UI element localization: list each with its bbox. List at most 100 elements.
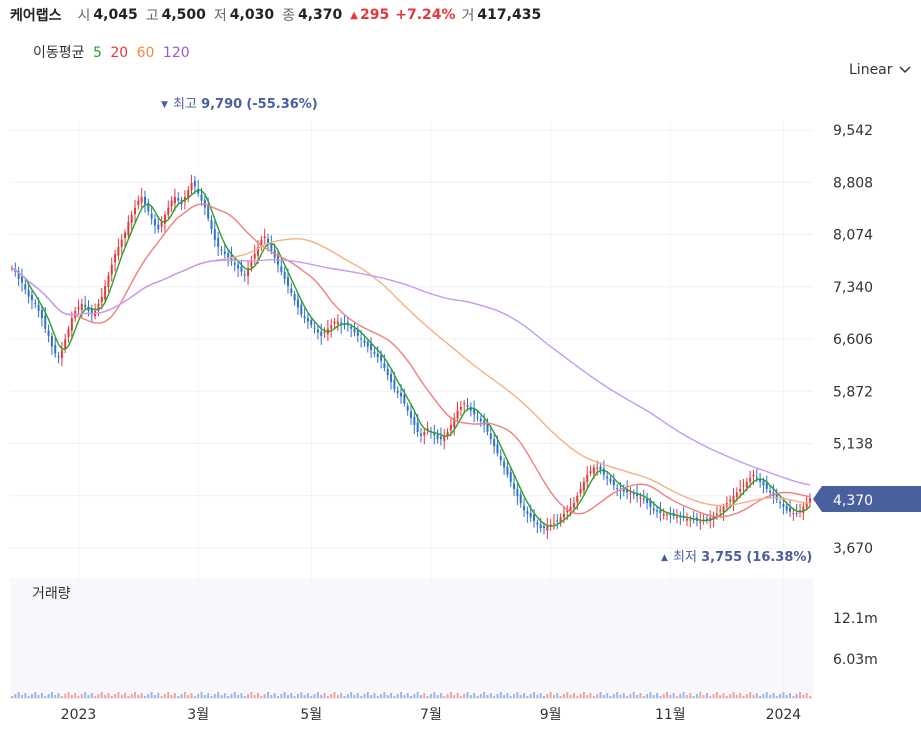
candle-body xyxy=(313,327,316,329)
candle-body xyxy=(306,318,309,322)
candle-body xyxy=(792,513,795,515)
volume-bar xyxy=(283,692,286,698)
candle-body xyxy=(104,286,107,300)
candle-body xyxy=(539,524,542,529)
max-annotation: ▼ 최고 9,790 (-55.36%) xyxy=(161,97,318,112)
volume-bar xyxy=(449,692,452,698)
ma-5-label[interactable]: 5 xyxy=(92,45,102,61)
ma-120-label[interactable]: 120 xyxy=(162,45,190,61)
candle-body xyxy=(629,493,632,495)
price-tick-label: 5,138 xyxy=(833,437,873,453)
volume-bars xyxy=(11,692,811,698)
candle-body xyxy=(410,411,412,418)
volume-bar xyxy=(200,692,203,698)
candle-body xyxy=(529,512,532,518)
volume-bar xyxy=(483,692,486,698)
volume-bar xyxy=(117,692,120,698)
volume-bar xyxy=(712,694,715,698)
candle-body xyxy=(765,482,768,489)
volume-bar xyxy=(240,693,243,698)
candle-body xyxy=(782,504,785,507)
candle-body xyxy=(247,268,250,277)
volume-bar xyxy=(426,696,429,698)
candle-body xyxy=(187,189,190,199)
candle-body xyxy=(579,488,582,494)
volume-bar xyxy=(419,695,422,698)
ma-5-line xyxy=(11,189,811,527)
candle-body xyxy=(659,509,662,514)
candle-body xyxy=(443,435,446,441)
candle-body xyxy=(90,308,93,315)
volume-bar xyxy=(652,695,655,698)
volume-bar xyxy=(34,692,37,698)
volume-bar xyxy=(805,693,808,698)
volume-bar xyxy=(403,695,406,698)
candle-body xyxy=(370,343,373,351)
volume-bar xyxy=(303,695,306,698)
volume-bar xyxy=(626,696,629,698)
candle-body xyxy=(120,239,123,247)
candle-body xyxy=(543,526,545,529)
volume-bar xyxy=(662,694,665,698)
volume-bar xyxy=(546,694,549,698)
volume-bar xyxy=(70,695,73,698)
candle-body xyxy=(483,420,486,425)
price-tick-label: 8,074 xyxy=(833,228,873,244)
candle-body xyxy=(712,515,715,519)
volume-bar xyxy=(656,693,659,698)
volume-bar xyxy=(523,693,526,698)
candle-body xyxy=(200,194,203,201)
volume-bar xyxy=(190,693,193,698)
volume-bar xyxy=(316,692,319,698)
candle-body xyxy=(802,506,805,513)
volume-bar xyxy=(330,694,333,698)
time-tick-label: 5월 xyxy=(300,707,322,723)
volume-bar xyxy=(54,695,57,698)
volume-bar xyxy=(14,694,17,698)
volume-bar xyxy=(263,694,266,698)
volume-bar xyxy=(792,696,795,698)
candle-body xyxy=(599,466,602,472)
volume-bar xyxy=(24,693,27,698)
volume-bar xyxy=(772,693,775,698)
volume-bar xyxy=(433,692,436,698)
close-value: 4,370 xyxy=(297,7,343,23)
volume-bar xyxy=(64,694,67,698)
volume-bar xyxy=(97,694,100,698)
candle-body xyxy=(516,488,519,497)
volume-value: 417,435 xyxy=(477,7,542,23)
volume-bar xyxy=(213,694,216,698)
candle-body xyxy=(656,510,659,512)
candle-body xyxy=(705,518,708,520)
volume-bar xyxy=(689,693,692,698)
candle-body xyxy=(27,289,30,297)
volume-bar xyxy=(104,695,107,698)
candle-body xyxy=(280,266,283,272)
volume-bar xyxy=(543,696,545,698)
moving-average-legend: 이동평균 5 20 60 120 xyxy=(33,42,194,62)
candle-body xyxy=(419,433,422,436)
volume-bar xyxy=(549,692,552,698)
ma-legend-label: 이동평균 xyxy=(33,45,85,61)
price-tick-label: 7,340 xyxy=(833,280,873,296)
scale-selector[interactable]: Linear xyxy=(849,62,911,78)
candle-body xyxy=(596,467,599,469)
volume-bar xyxy=(536,695,539,698)
candle-body xyxy=(552,523,555,525)
ma-20-label[interactable]: 20 xyxy=(110,45,129,61)
candle-body xyxy=(426,428,429,431)
ma-60-label[interactable]: 60 xyxy=(136,45,155,61)
volume-bar xyxy=(310,696,313,698)
volume-bar xyxy=(386,695,389,698)
volume-bar xyxy=(170,695,173,698)
volume-bar xyxy=(775,696,778,698)
volume-bar xyxy=(160,696,163,698)
volume-bar xyxy=(576,696,579,698)
candle-body xyxy=(466,405,469,408)
volume-bar xyxy=(366,692,369,698)
candle-body xyxy=(330,325,333,329)
candle-body xyxy=(586,474,589,482)
candle-body xyxy=(253,254,256,259)
volume-bar xyxy=(785,695,788,698)
